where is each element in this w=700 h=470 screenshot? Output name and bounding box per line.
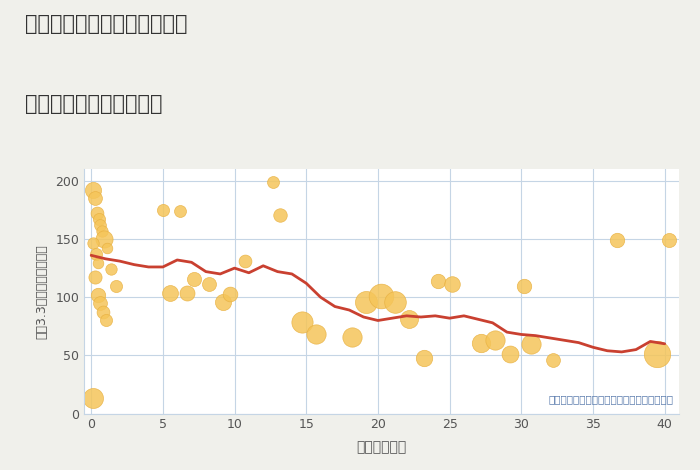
Point [519, 282, 530, 290]
X-axis label: 築年数（年）: 築年数（年） [356, 440, 407, 454]
Point [95, 299, 106, 307]
Point [267, 178, 279, 186]
Point [89, 195, 100, 202]
Point [389, 298, 400, 306]
Point [92, 260, 104, 267]
Point [94, 215, 105, 223]
Point [88, 239, 99, 246]
Y-axis label: 坪（3.3㎡）単価（万円）: 坪（3.3㎡）単価（万円） [35, 244, 48, 339]
Point [189, 275, 200, 282]
Point [95, 221, 106, 229]
Point [360, 298, 372, 306]
Point [100, 317, 111, 324]
Point [612, 236, 623, 244]
Point [90, 251, 101, 258]
Text: 愛知県名古屋市西区枇杷島の: 愛知県名古屋市西区枇杷島の [25, 14, 187, 34]
Point [110, 282, 121, 290]
Point [181, 289, 193, 296]
Point [97, 227, 108, 235]
Point [98, 309, 109, 316]
Point [91, 210, 102, 217]
Point [89, 274, 100, 281]
Point [311, 331, 322, 338]
Point [418, 354, 429, 361]
Point [99, 235, 110, 243]
Point [664, 236, 675, 244]
Point [475, 339, 486, 346]
Point [433, 277, 444, 285]
Point [652, 351, 663, 358]
Point [375, 292, 386, 300]
Text: 築年数別中古戸建て価格: 築年数別中古戸建て価格 [25, 94, 162, 114]
Point [203, 281, 214, 288]
Point [526, 340, 537, 347]
Point [239, 258, 250, 265]
Point [174, 207, 186, 215]
Text: 円の大きさは、取引のあった物件面積を示す: 円の大きさは、取引のあった物件面積を示す [548, 394, 673, 404]
Point [87, 187, 98, 194]
Point [164, 289, 176, 296]
Point [158, 206, 169, 214]
Point [92, 291, 103, 298]
Point [275, 211, 286, 219]
Point [447, 281, 458, 288]
Point [88, 395, 99, 402]
Point [225, 290, 236, 298]
Point [296, 318, 307, 325]
Point [547, 356, 559, 364]
Point [404, 315, 415, 323]
Point [346, 333, 358, 341]
Point [218, 298, 229, 306]
Point [106, 266, 117, 273]
Point [102, 244, 113, 252]
Point [504, 351, 515, 358]
Point [490, 337, 501, 344]
